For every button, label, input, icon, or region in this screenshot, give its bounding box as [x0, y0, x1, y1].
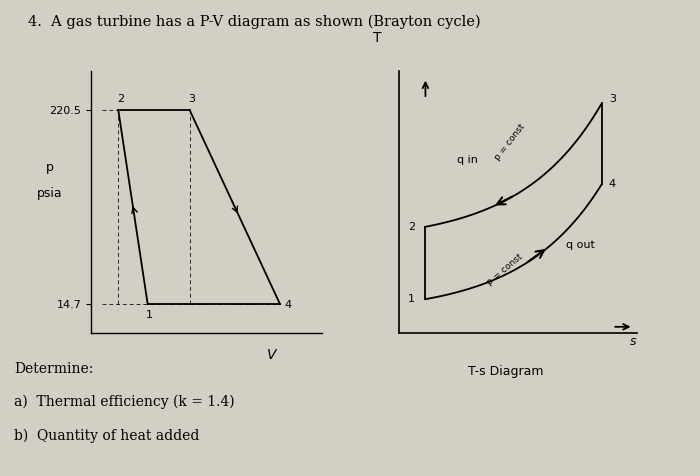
Text: 3: 3: [609, 94, 616, 104]
Text: 1: 1: [408, 294, 415, 304]
Text: q out: q out: [566, 240, 596, 250]
Text: b)  Quantity of heat added: b) Quantity of heat added: [14, 428, 199, 443]
Text: p = const: p = const: [493, 122, 527, 161]
Text: 2: 2: [117, 94, 124, 104]
Text: Determine:: Determine:: [14, 362, 93, 376]
Text: T: T: [373, 31, 382, 45]
Text: p = const: p = const: [485, 252, 524, 287]
Text: 4: 4: [285, 300, 292, 310]
Text: 4: 4: [609, 179, 616, 189]
Text: 4.  A gas turbine has a P-V diagram as shown (Brayton cycle): 4. A gas turbine has a P-V diagram as sh…: [28, 14, 481, 29]
Text: V: V: [267, 348, 276, 362]
Text: p: p: [46, 161, 53, 174]
Text: s: s: [630, 335, 637, 348]
Text: 1: 1: [146, 310, 153, 320]
Text: q in: q in: [457, 155, 478, 165]
Text: T-s Diagram: T-s Diagram: [468, 365, 544, 377]
Text: psia: psia: [36, 187, 62, 200]
Text: a)  Thermal efficiency (k = 1.4): a) Thermal efficiency (k = 1.4): [14, 395, 234, 409]
Text: 3: 3: [188, 94, 195, 104]
Text: 2: 2: [408, 222, 415, 232]
